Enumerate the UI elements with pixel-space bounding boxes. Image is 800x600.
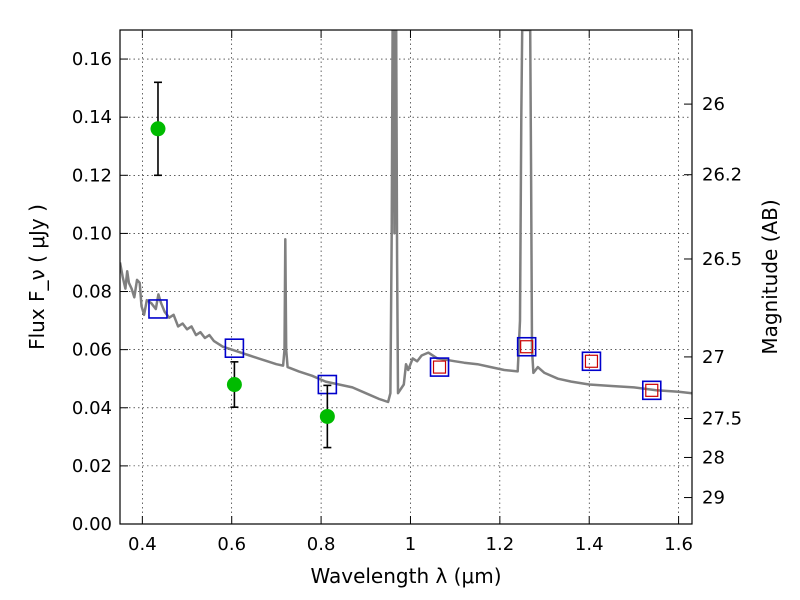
x-tick-label: 0.4 xyxy=(128,534,157,555)
y-tick-label: 0.12 xyxy=(72,165,112,186)
x-tick-label: 1 xyxy=(405,534,416,555)
y-tick-label: 0.16 xyxy=(72,49,112,70)
right-tick-label: 26 xyxy=(702,94,725,115)
right-tick-label: 26.5 xyxy=(702,249,742,270)
x-tick-label: 0.8 xyxy=(307,534,336,555)
y-axis-label: Flux F_ν ( μJy ) xyxy=(25,204,49,350)
axis-ticks: 0.4 0.6 0.8 1 1.2 1.4 1.6 0.00 0.02 0.04 0.06 0.08 0… xyxy=(72,30,742,555)
model-photometry-inner-box xyxy=(520,340,534,354)
model-photometry-inner-box xyxy=(432,360,447,374)
y-tick-label: 0.00 xyxy=(72,514,112,535)
right-axis-label: Magnitude (AB) xyxy=(758,199,782,354)
model-photometry-box xyxy=(224,338,245,358)
x-tick-label: 0.6 xyxy=(217,534,246,555)
x-tick-label: 1.6 xyxy=(664,534,693,555)
plot-area xyxy=(120,30,692,449)
model-photometry-box xyxy=(429,357,450,377)
model-photometry-box xyxy=(516,336,537,357)
model-photometry-inner-box xyxy=(584,354,599,368)
right-tick-label: 27 xyxy=(702,347,725,368)
observed-point xyxy=(226,377,242,393)
plot-frame xyxy=(119,29,693,525)
y-tick-label: 0.08 xyxy=(72,282,112,303)
right-tick-label: 28 xyxy=(702,447,725,468)
y-tick-label: 0.06 xyxy=(72,340,112,361)
observed-point xyxy=(319,408,335,424)
x-tick-label: 1.2 xyxy=(486,534,515,555)
model-photometry-box xyxy=(641,380,662,401)
y-tick-label: 0.14 xyxy=(72,107,112,128)
y-tick-label: 0.10 xyxy=(72,223,112,244)
grid xyxy=(120,30,692,525)
y-tick-label: 0.02 xyxy=(72,456,112,477)
x-axis-label: Wavelength λ (μm) xyxy=(310,564,501,588)
observed-point xyxy=(150,121,166,137)
model-photometry-inner-box xyxy=(645,383,659,397)
right-tick-label: 27.5 xyxy=(702,409,742,430)
right-tick-label: 26.2 xyxy=(702,165,742,186)
right-tick-label: 29 xyxy=(702,488,725,509)
model-photometry-box xyxy=(148,299,168,319)
y-tick-label: 0.04 xyxy=(72,398,112,419)
model-photometry-box xyxy=(581,351,602,372)
x-tick-label: 1.4 xyxy=(575,534,604,555)
model-spectrum-line xyxy=(120,30,692,404)
